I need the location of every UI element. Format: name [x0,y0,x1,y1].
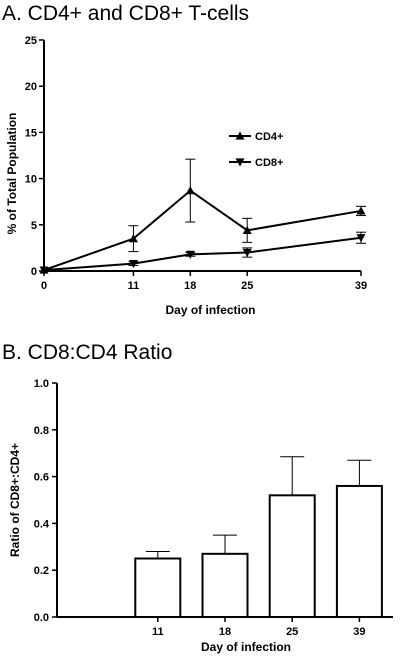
x-tick-label-b-day-25: 25 [286,626,298,638]
legend-marker-cd8 [235,158,245,167]
x-tick-label-b-day-39: 39 [353,626,365,638]
data-point-cd4-25 [242,225,252,234]
bar-day-11 [134,557,182,618]
y-tick-label-b-0-4: 0.4 [34,518,50,530]
y-tick-label-a-15: 15 [25,127,37,139]
data-point-cd8-39 [356,234,366,243]
y-tick-label-b-0-6: 0.6 [34,472,49,484]
y-tick-label-a-0: 0 [31,266,37,278]
data-point-cd8-18 [185,250,195,259]
data-point-cd4-11 [128,234,138,243]
data-point-cd4-18 [185,186,195,195]
panel-a-title: A. CD4+ and CD8+ T-cells [2,2,250,25]
bar-chart-b: 0.0 0.2 0.4 0.6 0.8 1.0 11 18 25 39 Day of infecti… [8,378,393,654]
x-axis-title-a: Day of infection [165,303,255,317]
data-point-cd4-39 [356,206,366,215]
data-point-cd8-25 [242,248,252,258]
y-tick-label-a-20: 20 [25,81,37,93]
y-tick-label-b-0-0: 0.0 [34,612,49,624]
bar-day-25 [268,494,316,619]
data-point-cd8-0 [39,266,49,275]
legend-label-cd4: CD4+ [255,131,283,143]
bar-day-18 [201,552,249,619]
y-tick-label-b-0-8: 0.8 [34,425,49,437]
y-tick-label-a-25: 25 [25,35,37,47]
series-line-cd4 [43,189,362,272]
bar-day-39 [335,484,383,618]
y-tick-label-a-5: 5 [31,220,37,232]
y-axis-title-a: % of Total Population [5,113,19,235]
x-tick-label-a-39: 39 [355,280,367,292]
x-tick-label-b-day-11: 11 [152,626,164,638]
x-tick-label-a-0: 0 [41,280,47,292]
y-tick-label-b-0-2: 0.2 [34,565,49,577]
x-axis-title-b: Day of infection [201,640,291,654]
x-tick-label-a-11: 11 [128,280,140,292]
line-chart-a: 0 5 10 15 20 25 0 11 18 25 39 Day of infection % of … [5,35,367,317]
y-tick-label-b-1-0: 1.0 [34,378,49,390]
x-tick-label-a-18: 18 [184,280,196,292]
x-tick-label-b-day-18: 18 [219,626,231,638]
x-tick-label-a-25: 25 [241,280,253,292]
legend-marker-cd4 [235,131,245,140]
legend-label-cd8: CD8+ [255,157,283,169]
data-point-cd8-11 [128,260,138,269]
y-axis-title-b: Ratio of CD8+:CD4+ [8,443,22,557]
panel-b-title: B. CD8:CD4 Ratio [2,341,173,364]
y-tick-label-a-10: 10 [25,174,37,186]
